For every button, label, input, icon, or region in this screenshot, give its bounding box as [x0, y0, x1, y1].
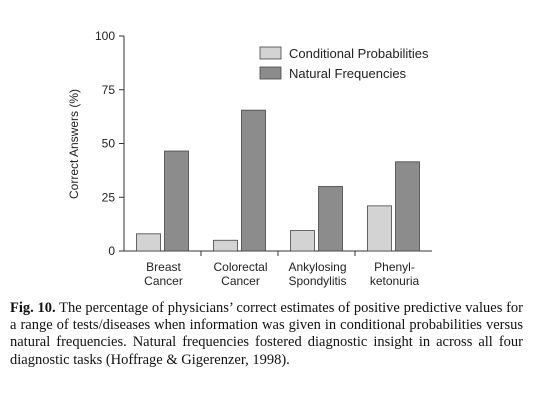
x-tick-label: Cancer: [221, 274, 260, 288]
y-tick-label: 100: [95, 29, 115, 43]
plot-area: 0255075100BreastCancerColorectalCancerAn…: [95, 29, 432, 288]
legend-label: Conditional Probabilities: [289, 46, 429, 61]
figure-label: Fig. 10.: [10, 300, 56, 316]
y-tick-label: 25: [102, 190, 116, 204]
legend-swatch: [259, 46, 282, 60]
x-tick-label: Colorectal: [213, 260, 267, 274]
legend-swatch: [259, 66, 282, 80]
bar-natural-1: [164, 150, 189, 252]
legend: Conditional Probabilities Natural Frequen…: [259, 46, 429, 81]
caption-text: The percentage of physicians’ correct es…: [10, 300, 523, 368]
x-tick-label: Breast: [146, 260, 181, 274]
bar-natural-3: [318, 186, 343, 252]
bar-natural-2: [241, 109, 266, 252]
bar-conditional-2: [213, 239, 238, 252]
y-tick-label: 75: [102, 83, 116, 97]
x-tick-label: Cancer: [144, 274, 183, 288]
bar-conditional-3: [290, 230, 315, 252]
bar-natural-4: [395, 161, 420, 252]
figure-caption: Fig. 10. The percentage of physicians’ c…: [10, 300, 523, 369]
bar-conditional-1: [136, 233, 161, 252]
x-tick-label: Phenyl-: [374, 260, 415, 274]
legend-label: Natural Frequencies: [289, 66, 407, 81]
bar-conditional-4: [367, 205, 392, 252]
x-tick-label: Spondylitis: [288, 274, 346, 288]
y-tick-label: 50: [102, 137, 116, 151]
x-tick-label: Ankylosing: [288, 260, 346, 274]
y-tick-label: 0: [108, 244, 115, 258]
bar-chart: 0255075100BreastCancerColorectalCancerAn…: [67, 29, 432, 288]
x-tick-label: ketonuria: [370, 274, 420, 288]
y-axis-label: Correct Answers (%): [67, 89, 81, 199]
